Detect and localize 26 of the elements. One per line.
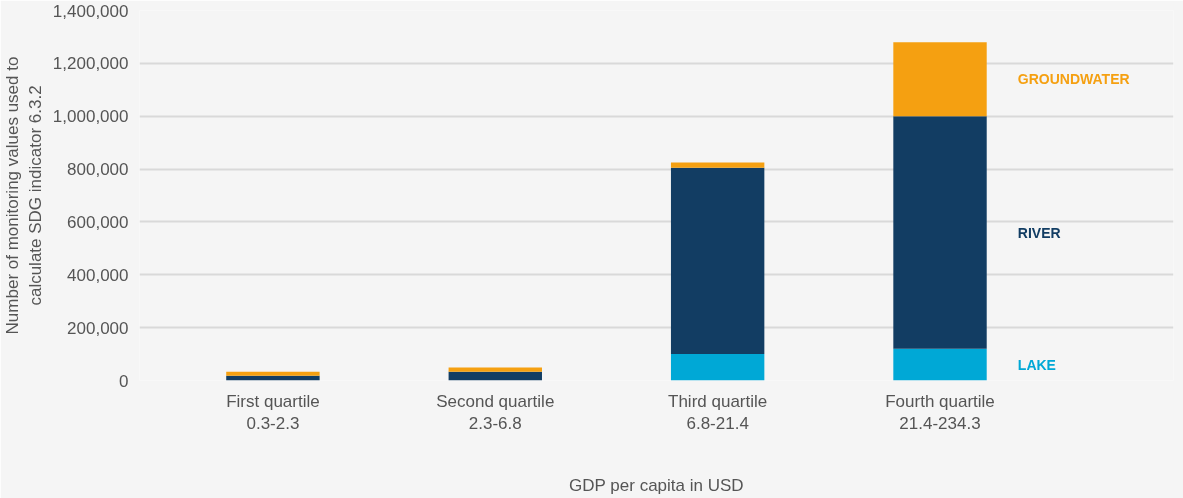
bar [893,348,987,381]
bar [448,371,542,381]
text: GROUNDWATER [1017,71,1130,88]
bar [670,162,765,168]
bar [670,354,765,381]
y-tick-label: 1,000,000 [52,107,129,127]
x-tick-label: Second quartile 2.3-6.8 [436,391,555,434]
bar [893,42,987,117]
y-tick-label: 600,000 [67,212,129,232]
x-tick-label: Third quartile 6.8-21.4 [668,391,768,434]
x-axis-title: GDP per capita in USD [569,476,744,496]
y-tick-label: 800,000 [67,160,129,180]
bar [226,371,320,376]
y-tick-label: 200,000 [67,318,129,338]
x-tick-label: Fourth quartile 21.4-234.3 [885,391,995,434]
y-axis-title: Number of monitoring values used to calculate SDG indicator 6.3.2 [3,56,45,335]
text: RIVER [1017,224,1061,241]
y-tick-label: 400,000 [67,265,129,285]
bar [448,367,542,372]
bar [670,167,765,355]
y-tick-label: 1,200,000 [52,54,129,74]
y-tick-label: 1,400,000 [52,1,129,21]
x-tick-label: First quartile 0.3-2.3 [226,391,320,434]
text: LAKE [1017,356,1056,373]
y-tick-label: 0 [119,371,129,391]
bar [893,116,987,349]
